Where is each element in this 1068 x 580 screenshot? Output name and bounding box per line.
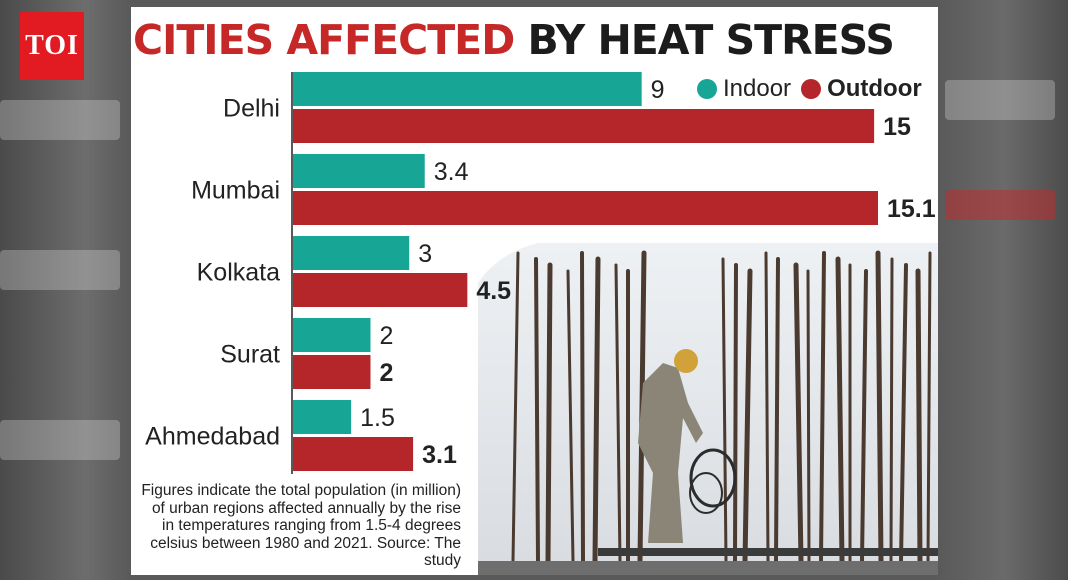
bar-outdoor	[293, 273, 468, 307]
legend-indoor-swatch	[697, 79, 717, 99]
background-shape	[945, 80, 1055, 120]
category-label: Mumbai	[191, 177, 280, 205]
toi-logo[interactable]: TOI	[20, 12, 84, 80]
legend-outdoor-label: Outdoor	[827, 75, 922, 102]
category-label: Kolkata	[197, 259, 280, 287]
bar-indoor	[293, 400, 352, 434]
rebar-rod	[614, 263, 622, 563]
data-label-outdoor: 2	[379, 359, 393, 387]
data-label-outdoor: 15.1	[887, 195, 936, 223]
rebar-rod	[511, 251, 520, 563]
worker-figure	[638, 349, 737, 543]
data-label-indoor: 3	[418, 240, 432, 268]
rebar-rod	[875, 250, 884, 564]
data-label-indoor: 9	[651, 76, 665, 104]
bar-indoor	[293, 318, 371, 352]
bar-outdoor	[293, 437, 414, 471]
rebar-rod	[742, 268, 753, 564]
bar-indoor	[293, 236, 410, 270]
title-highlight: CITIES AFFECTED	[133, 16, 515, 64]
infographic-card: CITIES AFFECTED BY HEAT STRESS Delhi 9 15 M…	[131, 7, 938, 575]
chart-legend: Indoor Outdoor	[687, 74, 926, 104]
rebar-rod	[835, 256, 845, 564]
data-label-indoor: 2	[379, 322, 393, 350]
footnote: Figures indicate the total population (i…	[141, 482, 461, 569]
data-label-outdoor: 15	[883, 113, 911, 141]
category-label: Delhi	[223, 95, 280, 123]
legend-outdoor-swatch	[801, 79, 822, 99]
rebar-rod	[764, 251, 770, 563]
rebar-rod	[889, 257, 894, 563]
rebar-rod	[860, 269, 868, 563]
rebar-rod	[806, 269, 811, 563]
chart-title: CITIES AFFECTED BY HEAT STRESS	[131, 13, 938, 67]
bar-chart: Delhi 9 15 Mumbai 3.4 15.1 Kolkata 3 4.5 Surat 2 2 A…	[145, 72, 936, 474]
rebar-rod	[534, 257, 540, 563]
bar-outdoor	[293, 191, 878, 225]
rebar-rod	[915, 268, 923, 564]
data-label-indoor: 1.5	[360, 404, 395, 432]
bar-outdoor	[293, 355, 371, 389]
bar-outdoor	[293, 109, 875, 143]
rebar-rod	[580, 251, 585, 563]
rebar-rod	[545, 262, 553, 564]
background-shape	[0, 100, 120, 140]
bar-indoor	[293, 154, 425, 188]
data-label-outdoor: 4.5	[476, 277, 511, 305]
title-rest: BY HEAT STRESS	[527, 16, 895, 64]
bar-indoor	[293, 72, 642, 106]
background-shape	[0, 420, 120, 460]
background-shape	[945, 190, 1055, 220]
rebar-rod	[819, 251, 826, 563]
data-label-indoor: 3.4	[434, 158, 469, 186]
rebar-rod	[566, 269, 575, 563]
category-label: Ahmedabad	[145, 423, 280, 451]
category-label: Surat	[220, 341, 280, 369]
rebar-rod	[926, 251, 932, 563]
legend-indoor-label: Indoor	[723, 75, 792, 102]
data-label-outdoor: 3.1	[422, 441, 457, 469]
rebar-rod	[733, 263, 738, 563]
construction-worker-photo	[478, 243, 938, 575]
rebar-rod	[793, 262, 804, 564]
rebar-rod	[899, 263, 908, 563]
background-shape	[0, 250, 120, 290]
rebar-rod	[592, 256, 601, 564]
rebar-rod	[774, 257, 780, 563]
rebar-rod	[721, 257, 728, 563]
